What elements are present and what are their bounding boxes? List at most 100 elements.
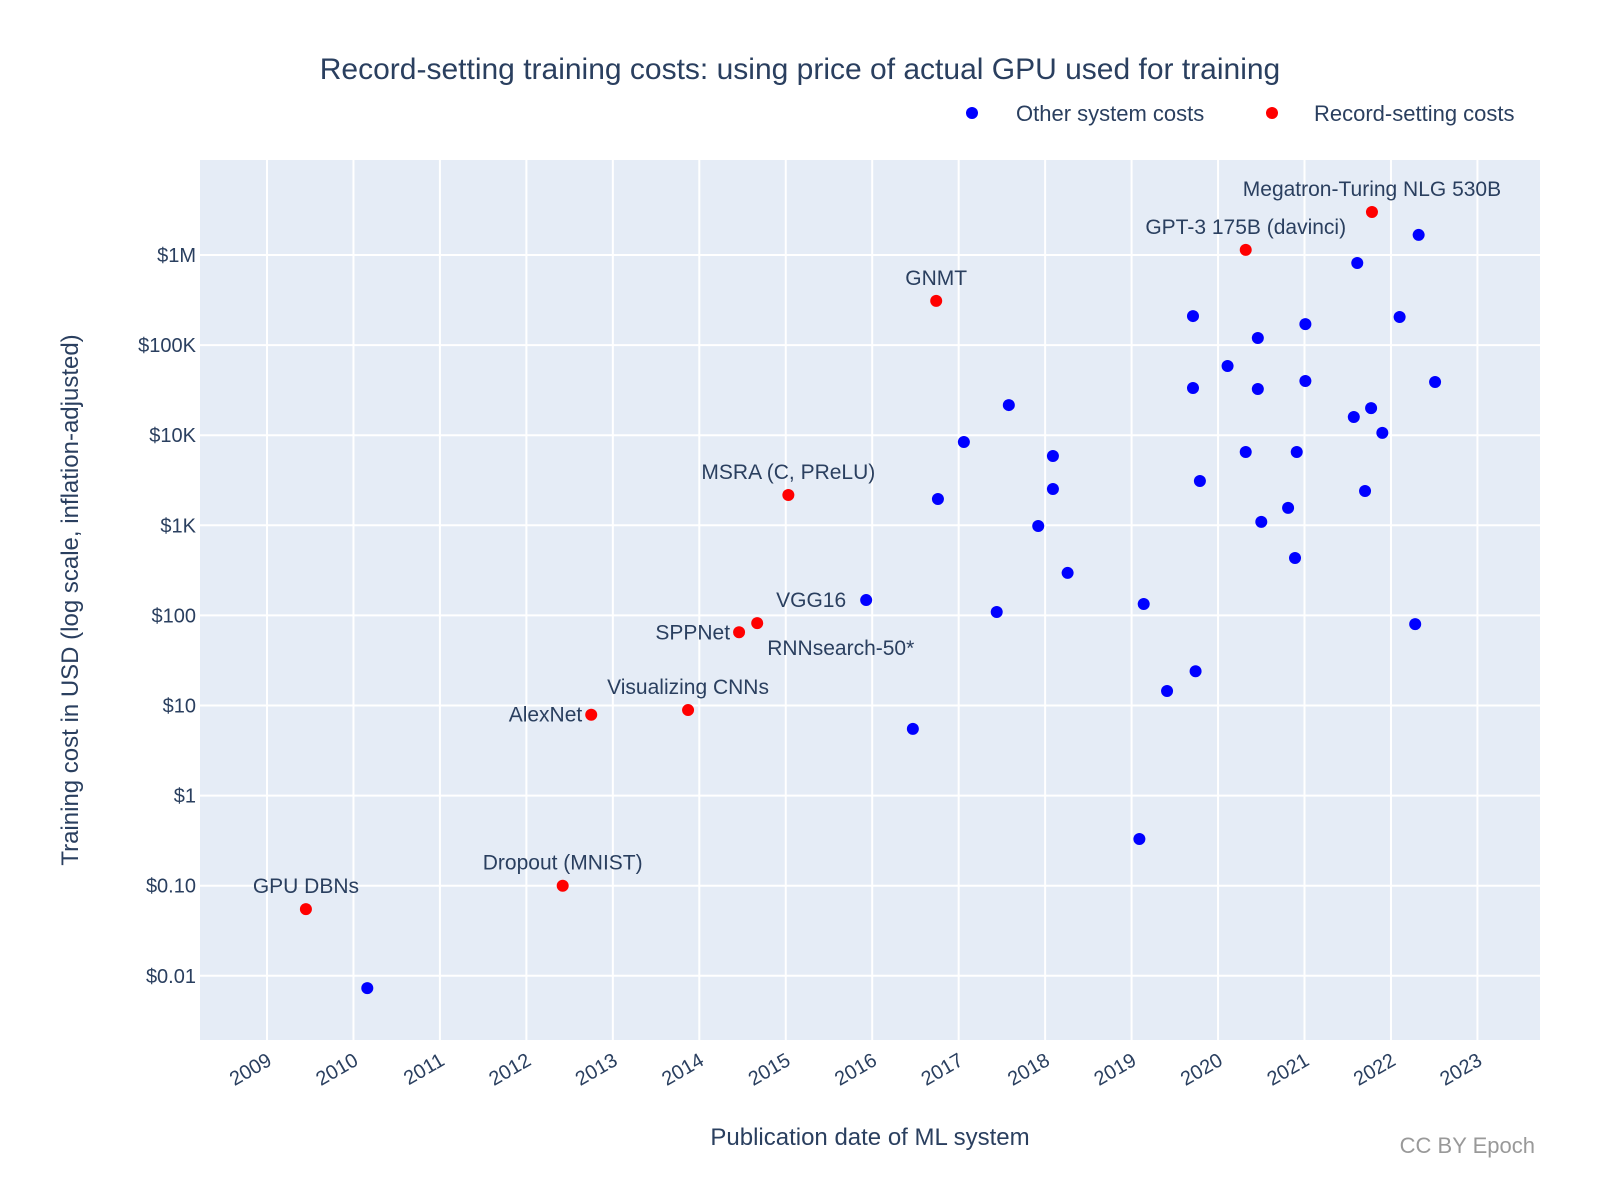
x-tick-label: 2023 [1436, 1049, 1486, 1090]
y-tick-label: $0.10 [146, 876, 196, 898]
x-gridlines [266, 160, 1479, 1040]
x-tick-label: 2013 [572, 1049, 622, 1090]
legend-marker-other [966, 107, 978, 119]
data-point-other [1186, 382, 1199, 395]
point-annotation: Dropout (MNIST) [483, 852, 643, 875]
y-tick-label: $1 [174, 786, 196, 808]
data-point-other [957, 436, 970, 449]
data-point-record [733, 626, 746, 639]
data-point-record [930, 294, 943, 307]
data-point-other [1161, 684, 1174, 697]
y-tick-label: $1K [160, 515, 196, 537]
point-annotation: AlexNet [509, 704, 583, 727]
data-point-other [1137, 597, 1150, 610]
data-point-other [1376, 426, 1389, 439]
y-tick-label: $1M [157, 245, 196, 267]
point-annotation: RNNsearch-50* [767, 637, 914, 660]
data-point-other [931, 492, 944, 505]
x-tick-label: 2016 [831, 1049, 881, 1090]
y-tick-label: $100K [138, 335, 196, 357]
y-tick-label: $10 [163, 696, 196, 718]
data-point-other [860, 594, 873, 607]
data-point-other [1133, 832, 1146, 845]
data-point-record [1239, 243, 1252, 256]
chart-title: Record-setting training costs: using pri… [320, 53, 1280, 86]
x-tick-label: 2020 [1177, 1049, 1227, 1090]
data-point-record [1365, 206, 1378, 219]
data-point-other [1251, 331, 1264, 344]
legend-item-record[interactable]: Record-setting costs [1266, 101, 1515, 126]
data-point-other [1221, 360, 1234, 373]
x-tick-label: 2017 [918, 1049, 968, 1090]
point-annotation: SPPNet [655, 621, 730, 644]
y-tick-label: $100 [152, 605, 197, 627]
y-tick-label: $10K [149, 425, 196, 447]
point-annotation: GPU DBNs [253, 875, 359, 898]
legend-label-record: Record-setting costs [1314, 101, 1515, 126]
annotations: GPU DBNs Dropout (MNIST) AlexNet Visualizin… [253, 178, 1501, 898]
data-point-other [1299, 318, 1312, 331]
point-annotation: Visualizing CNNs [607, 676, 769, 699]
data-point-other [1429, 376, 1442, 389]
data-point-record [751, 617, 764, 630]
x-tick-label: 2022 [1350, 1049, 1400, 1090]
data-point-other [1046, 450, 1059, 463]
data-point-other [1255, 515, 1268, 528]
data-point-record [782, 488, 795, 501]
x-tick-label: 2012 [485, 1049, 535, 1090]
data-point-other [1365, 402, 1378, 415]
legend-marker-record [1266, 107, 1278, 119]
x-tick-label: 2011 [400, 1049, 448, 1090]
data-point-other [1299, 374, 1312, 387]
data-point-record [556, 879, 569, 892]
x-tick-label: 2021 [1263, 1049, 1313, 1090]
data-point-other [990, 606, 1003, 619]
data-point-other [1061, 566, 1074, 579]
data-point-other [1359, 485, 1372, 498]
series-other-system-costs [361, 228, 1442, 995]
data-point-other [1347, 411, 1360, 424]
credit-label: CC BY Epoch [1400, 1133, 1535, 1158]
data-point-other [1351, 257, 1364, 270]
data-point-other [1239, 445, 1252, 458]
x-tick-labels: 2009 2010 2011 2012 2013 2014 2015 2016 2017 2018… [226, 1049, 1486, 1090]
point-annotation: GPT-3 175B (davinci) [1145, 216, 1346, 239]
x-tick-label: 2015 [745, 1049, 795, 1090]
y-gridlines [200, 254, 1540, 977]
data-point-other [1409, 618, 1422, 631]
y-tick-label: $0.01 [146, 966, 196, 988]
data-point-other [1282, 501, 1295, 514]
series-record-setting-costs [299, 206, 1378, 916]
point-annotation: Megatron-Turing NLG 530B [1243, 178, 1501, 201]
data-point-other [1289, 551, 1302, 564]
data-point-other [1193, 475, 1206, 488]
data-point-other [1393, 311, 1406, 324]
x-tick-label: 2018 [1004, 1049, 1054, 1090]
data-point-other [1189, 665, 1202, 678]
data-point-record [585, 708, 598, 721]
data-point-other [1002, 399, 1015, 412]
legend: Other system costs Record-setting costs [966, 101, 1515, 126]
legend-item-other[interactable]: Other system costs [966, 101, 1204, 126]
data-point-other [361, 982, 374, 995]
legend-label-other: Other system costs [1016, 101, 1204, 126]
data-point-record [299, 903, 312, 916]
x-tick-label: 2014 [658, 1049, 708, 1090]
data-point-other [906, 722, 919, 735]
data-point-other [1046, 482, 1059, 495]
point-annotation: VGG16 [776, 589, 846, 612]
x-axis-title: Publication date of ML system [710, 1124, 1029, 1151]
y-tick-labels: $0.01 $0.10 $1 $10 $100 $1K $10K $100K $1M [138, 245, 196, 988]
data-point-other [1290, 445, 1303, 458]
data-point-other [1032, 520, 1045, 533]
data-point-other [1251, 382, 1264, 395]
point-annotation: MSRA (C, PReLU) [701, 461, 875, 484]
data-point-other [1186, 310, 1199, 323]
data-point-other [1412, 228, 1425, 241]
data-point-record [682, 704, 695, 717]
x-tick-label: 2010 [312, 1049, 362, 1090]
x-tick-label: 2009 [226, 1049, 276, 1090]
point-annotation: GNMT [905, 267, 967, 290]
x-tick-label: 2019 [1091, 1049, 1141, 1090]
